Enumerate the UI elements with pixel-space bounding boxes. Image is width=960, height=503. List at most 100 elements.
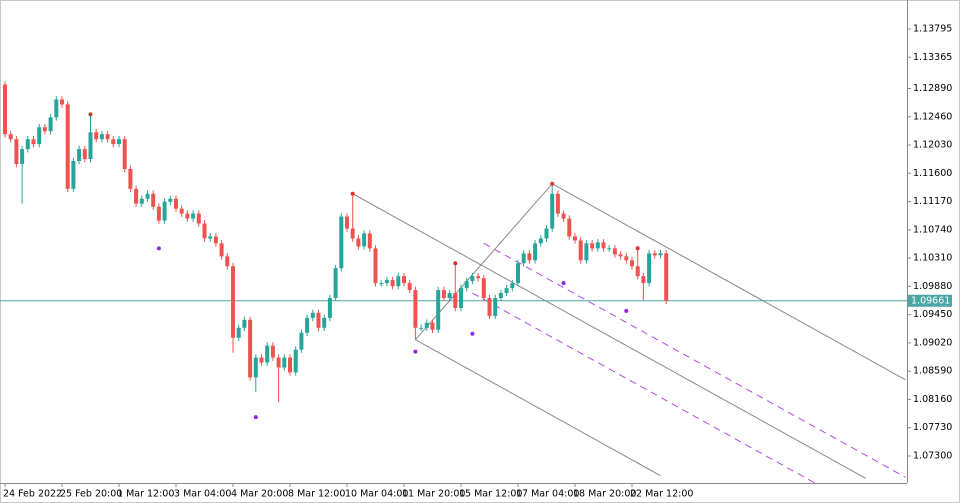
candle-body: [362, 233, 367, 247]
candle-body: [248, 319, 253, 378]
x-tick-label: 11 Mar 20:00: [402, 489, 465, 500]
candle-body: [618, 254, 623, 257]
y-tick-label: 1.12030: [913, 140, 952, 151]
fractal-up: [453, 261, 458, 266]
candle-body: [25, 139, 30, 150]
candle-body: [373, 248, 378, 284]
candle-body: [242, 319, 247, 328]
y-tick-label: 1.13795: [913, 23, 952, 34]
candle-body: [196, 213, 201, 224]
trend-line: [415, 339, 661, 477]
candle-body: [231, 266, 235, 338]
candle-body: [510, 283, 515, 289]
candle-body: [185, 213, 190, 219]
trend-line: [472, 292, 815, 483]
candle-body: [128, 168, 133, 189]
candle-body: [8, 134, 13, 140]
candle-body: [555, 193, 560, 214]
fractal-up: [550, 181, 555, 186]
candle-body: [612, 248, 617, 255]
candle-body: [219, 243, 224, 257]
trend-line: [551, 183, 906, 381]
candle-body: [145, 193, 150, 199]
candle-body: [630, 260, 634, 267]
x-tick-label: 8 Mar 12:00: [288, 489, 345, 500]
candle-body: [521, 253, 526, 264]
candle-body: [590, 243, 595, 249]
candle-body: [664, 253, 669, 301]
candle-body: [3, 84, 7, 135]
candle-body: [641, 276, 646, 284]
fractal-down: [470, 331, 475, 336]
candle-body: [430, 322, 435, 330]
x-tick-label: 17 Mar 04:00: [516, 489, 579, 500]
candle-body: [99, 134, 104, 140]
last-price-label: 1.09661: [911, 295, 950, 306]
trend-line: [352, 193, 866, 479]
plot-area: [0, 81, 907, 483]
candle-body: [60, 99, 64, 105]
candle-body: [533, 243, 538, 261]
candle-body: [208, 236, 213, 239]
y-tick-label: 1.09450: [913, 309, 952, 320]
candle-body: [578, 240, 583, 261]
candle-body: [117, 139, 121, 145]
candle-body: [299, 332, 304, 350]
candle-body: [71, 161, 76, 189]
candle-body: [162, 201, 167, 221]
fractal-down: [624, 308, 629, 313]
y-tick-label: 1.09020: [913, 337, 952, 348]
candle-body: [179, 208, 184, 214]
x-tick-label: 22 Mar 12:00: [630, 489, 693, 500]
y-tick-label: 1.11170: [913, 196, 952, 207]
candle-body: [459, 288, 463, 308]
candle-body: [288, 357, 292, 373]
y-tick-label: 1.09880: [913, 281, 952, 292]
candle-body: [567, 218, 572, 237]
candle-body: [327, 298, 332, 318]
x-tick-label: 3 Mar 04:00: [174, 489, 231, 500]
y-tick-label: 1.12460: [913, 111, 952, 122]
candle-body: [94, 132, 99, 140]
candle-body: [550, 193, 555, 229]
candle-body: [470, 276, 475, 282]
x-tick-label: 18 Mar 20:00: [573, 489, 636, 500]
candle-body: [453, 293, 458, 308]
candle-body: [367, 233, 372, 249]
candle-body: [276, 357, 281, 368]
candle-body: [476, 276, 481, 279]
x-tick-label: 10 Mar 04:00: [345, 489, 408, 500]
candle-body: [379, 283, 384, 285]
x-tick-label: 15 Mar 12:00: [459, 489, 522, 500]
candle-body: [282, 357, 287, 368]
candle-body: [573, 236, 577, 241]
candle-body: [447, 293, 452, 299]
candle-body: [168, 198, 173, 202]
candle-body: [236, 327, 241, 338]
candle-body: [561, 213, 566, 219]
candle-body: [14, 139, 19, 164]
candle-body: [607, 248, 612, 250]
y-tick-label: 1.10310: [913, 253, 952, 264]
candle-body: [647, 253, 652, 284]
last-price-box: [908, 294, 952, 307]
candle-body: [487, 298, 492, 316]
x-tick-label: 4 Mar 20:00: [231, 489, 288, 500]
candle-body: [436, 290, 441, 330]
candle-body: [464, 281, 469, 289]
candle-body: [54, 99, 59, 118]
candle-body: [191, 213, 196, 219]
y-tick-label: 1.07300: [913, 450, 952, 461]
candle-body: [42, 127, 47, 132]
candle-body: [601, 242, 606, 249]
fractal-down: [413, 349, 418, 354]
candle-body: [396, 276, 401, 287]
candle-body: [384, 280, 389, 284]
x-tick-label: 1 Mar 12:00: [117, 489, 174, 500]
candle-body: [316, 312, 321, 328]
candle-body: [516, 263, 520, 284]
fractal-up: [88, 112, 93, 117]
candle-body: [202, 223, 207, 239]
candle-body: [504, 288, 509, 294]
candle-body: [584, 243, 589, 261]
